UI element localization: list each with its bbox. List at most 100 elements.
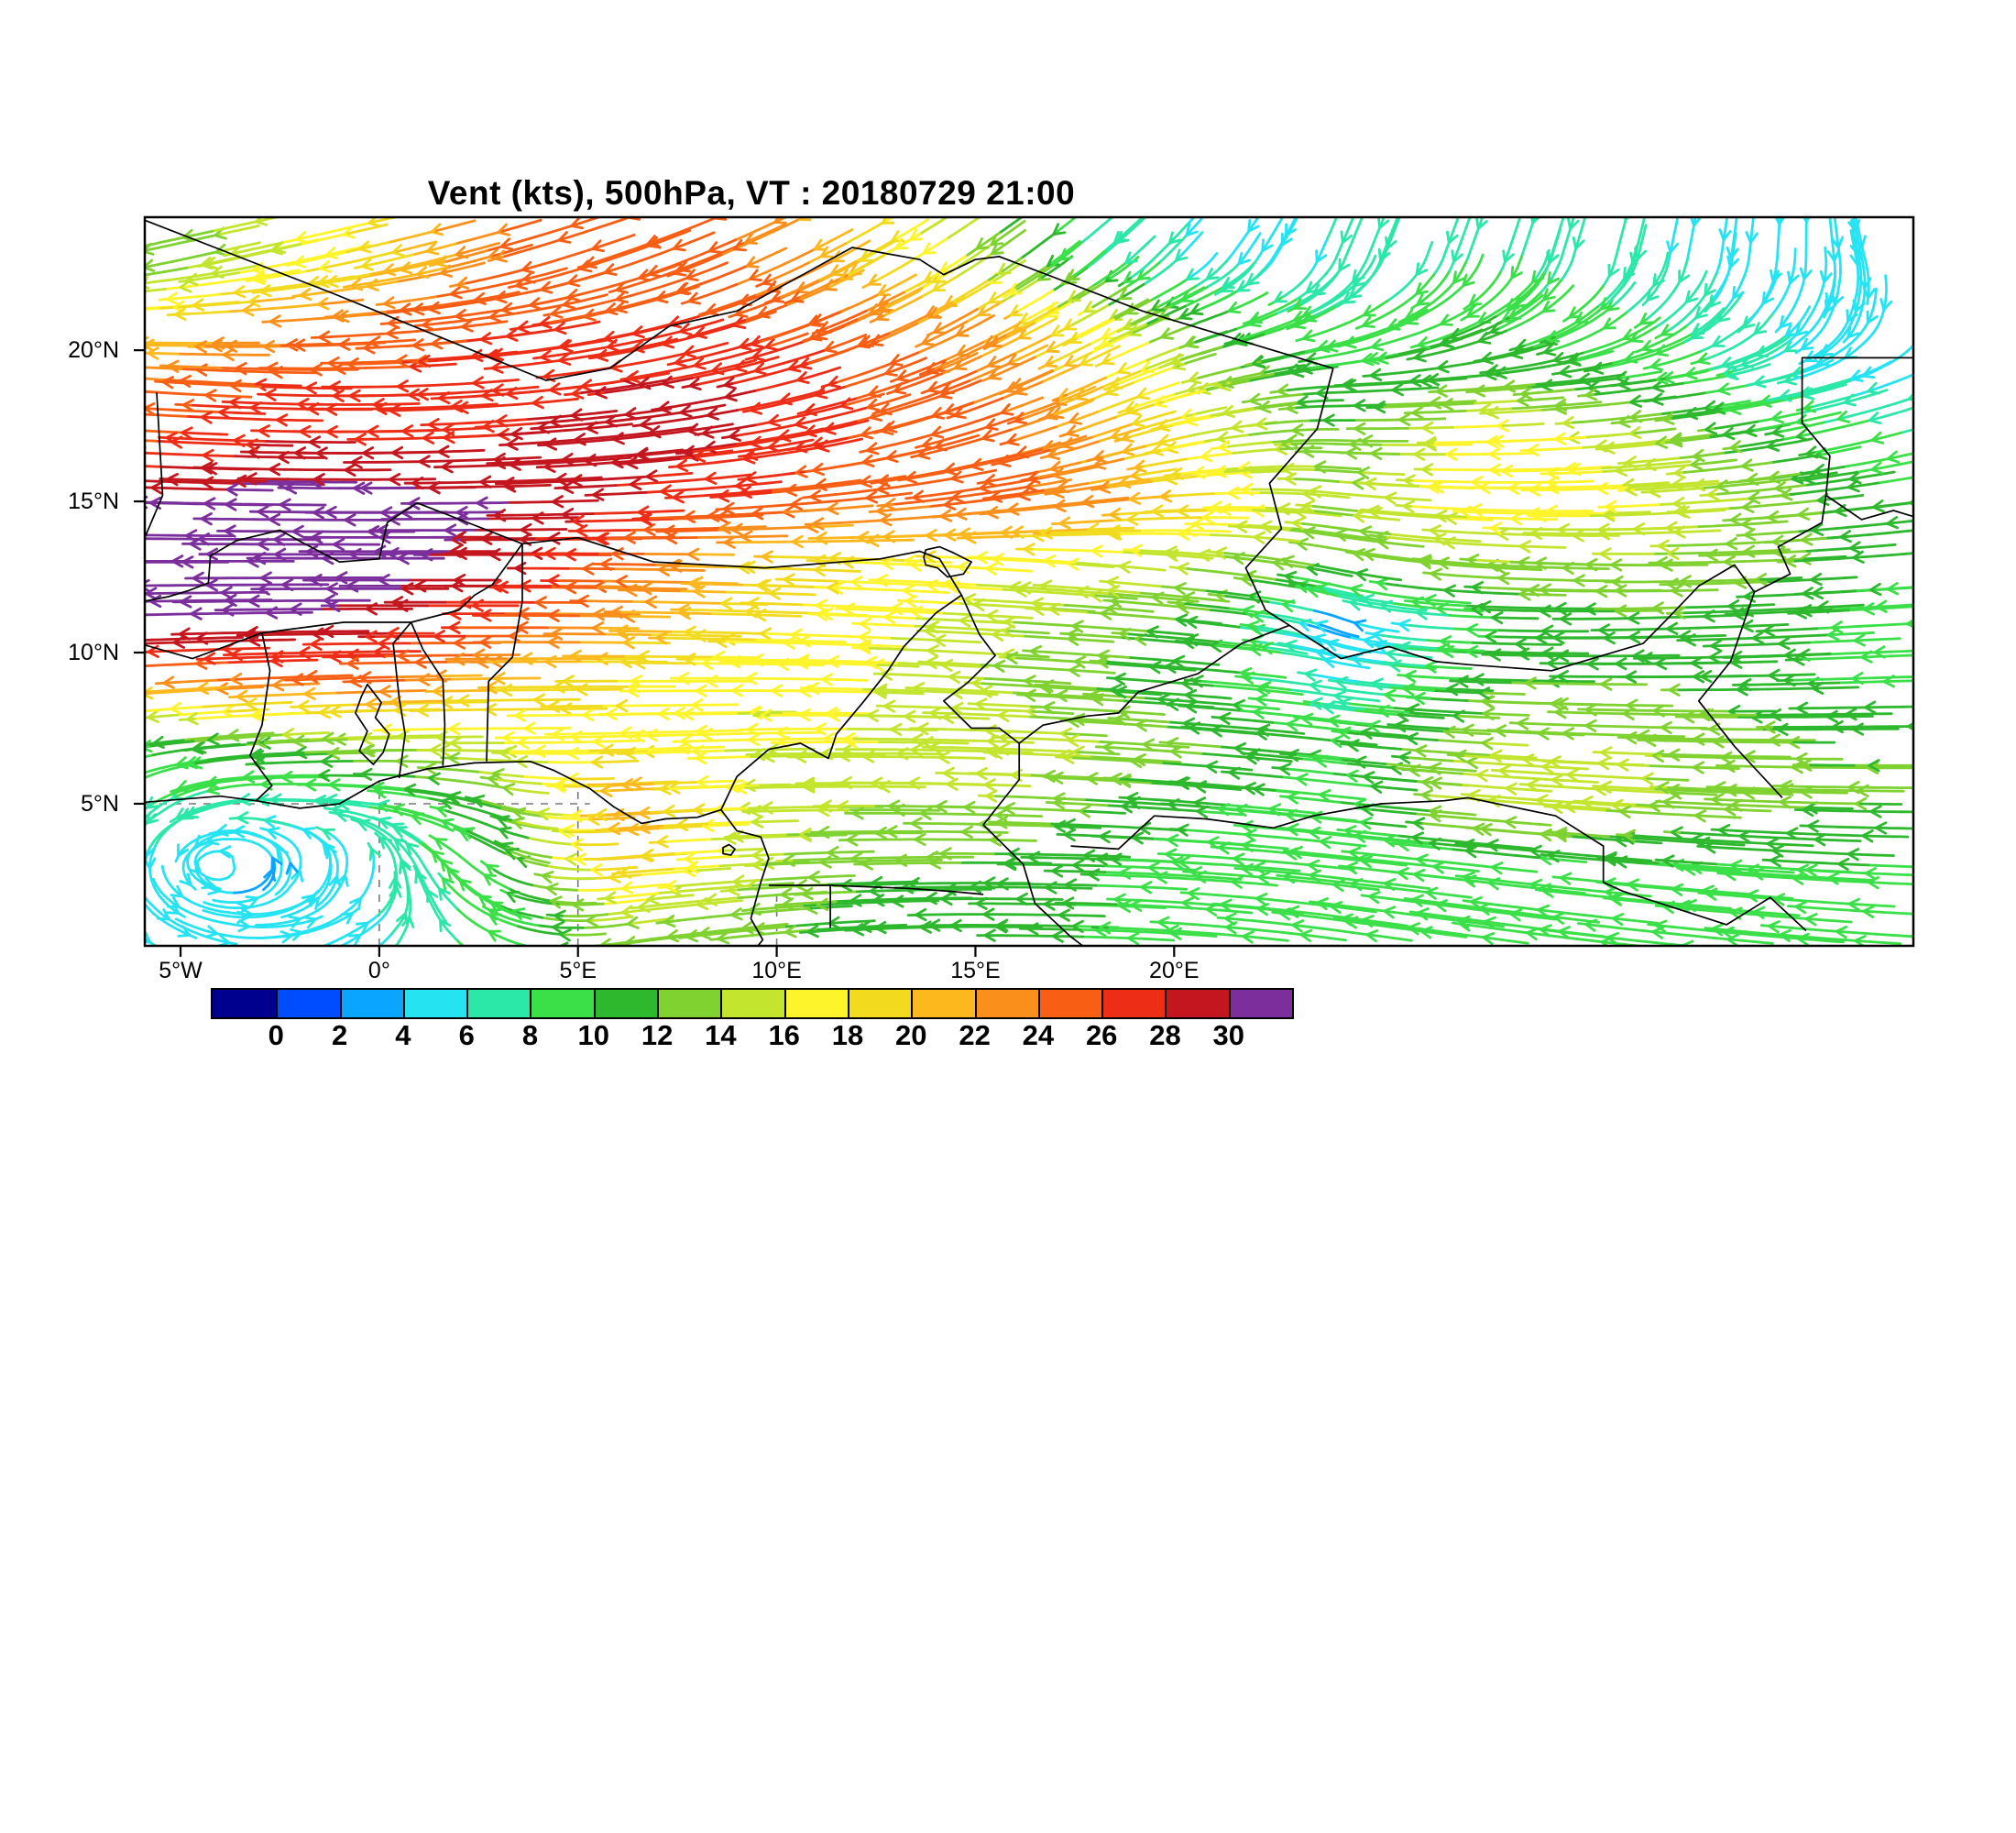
arrowhead bbox=[449, 736, 462, 750]
streamline-segment bbox=[534, 418, 583, 425]
streamline-segment bbox=[1169, 931, 1218, 938]
streamline-segment bbox=[126, 900, 128, 927]
arrowhead bbox=[1287, 905, 1300, 918]
arrowhead bbox=[797, 653, 810, 667]
arrowhead bbox=[1167, 924, 1179, 938]
streamline-segment bbox=[1103, 662, 1152, 668]
streamline-segment bbox=[905, 689, 954, 694]
streamline-segment bbox=[1327, 719, 1375, 727]
streamline-segment bbox=[148, 907, 185, 934]
streamline-segment bbox=[1626, 704, 1674, 708]
streamline-segment bbox=[187, 599, 236, 603]
streamline-segment bbox=[1787, 785, 1835, 789]
streamline-segment bbox=[1624, 789, 1672, 795]
arrowhead bbox=[297, 699, 310, 713]
streamline-segment bbox=[1534, 446, 1583, 452]
streamline-segment bbox=[1508, 606, 1558, 610]
streamline-segment bbox=[1270, 720, 1319, 729]
streamline-segment bbox=[204, 850, 236, 870]
arrowhead bbox=[1348, 846, 1362, 860]
streamline-segment bbox=[1229, 831, 1277, 839]
arrowhead bbox=[858, 631, 871, 644]
arrowhead bbox=[928, 856, 941, 870]
streamline-segment bbox=[222, 646, 270, 651]
streamline-segment bbox=[1113, 581, 1162, 588]
arrowhead bbox=[619, 865, 632, 879]
arrowhead bbox=[1164, 848, 1178, 862]
streamline-segment bbox=[1146, 630, 1195, 637]
arrowhead bbox=[1683, 633, 1696, 647]
arrowhead bbox=[396, 754, 409, 768]
streamline-segment bbox=[389, 675, 438, 679]
streamline-segment bbox=[1333, 442, 1383, 446]
streamline-segment bbox=[256, 654, 304, 659]
streamline-segment bbox=[262, 919, 311, 928]
arrowhead bbox=[926, 644, 939, 658]
arrowhead bbox=[172, 635, 185, 649]
arrowhead bbox=[592, 608, 606, 621]
map-content bbox=[126, 217, 1925, 946]
arrowhead bbox=[675, 818, 689, 831]
arrowhead bbox=[188, 861, 202, 874]
streamline-segment bbox=[940, 749, 989, 753]
streamline-segment bbox=[1804, 917, 1853, 924]
streamline-segment bbox=[396, 760, 444, 764]
streamline-segment bbox=[976, 631, 1024, 638]
arrowhead bbox=[1290, 845, 1303, 860]
streamline-segment bbox=[432, 767, 480, 774]
streamline-segment bbox=[1815, 832, 1864, 838]
arrowhead bbox=[632, 729, 645, 743]
arrowhead bbox=[656, 835, 669, 849]
arrowhead bbox=[610, 605, 623, 619]
streamline-segment bbox=[1072, 718, 1121, 723]
arrowhead bbox=[1330, 901, 1343, 915]
arrowhead bbox=[1526, 927, 1539, 941]
arrowhead bbox=[294, 745, 308, 760]
arrowhead bbox=[1627, 611, 1640, 625]
streamline-segment bbox=[936, 706, 984, 711]
streamline-segment bbox=[739, 833, 787, 838]
arrowhead bbox=[162, 675, 175, 689]
arrowhead bbox=[925, 655, 938, 670]
streamline-segment bbox=[1848, 706, 1897, 709]
streamline-segment bbox=[383, 840, 399, 877]
arrowhead bbox=[1309, 679, 1322, 693]
arrowhead bbox=[1535, 631, 1548, 645]
arrowhead bbox=[982, 907, 995, 921]
streamline-segment bbox=[1521, 906, 1570, 915]
streamline-segment bbox=[1055, 694, 1103, 699]
streamline-segment bbox=[1384, 837, 1431, 845]
streamline-segment bbox=[1262, 859, 1310, 867]
streamline-segment bbox=[689, 484, 738, 491]
streamline-segment bbox=[1428, 587, 1476, 594]
arrowhead bbox=[179, 873, 192, 886]
streamline-segment bbox=[1409, 505, 1458, 510]
streamline-segment bbox=[1027, 715, 1076, 720]
arrowhead bbox=[1365, 929, 1379, 943]
streamline-segment bbox=[173, 477, 222, 482]
streamline-segment bbox=[1482, 576, 1530, 581]
arrowhead bbox=[1915, 524, 1925, 534]
streamline-segment bbox=[957, 651, 1005, 656]
streamline-segment bbox=[1141, 457, 1189, 468]
streamline-segment bbox=[1158, 508, 1207, 513]
streamline-segment bbox=[526, 836, 574, 846]
streamline-segment bbox=[738, 925, 786, 933]
arrowhead bbox=[236, 811, 249, 825]
streamline-segment bbox=[1605, 855, 1652, 862]
streamline-segment bbox=[235, 405, 283, 411]
streamline-segment bbox=[1325, 780, 1374, 788]
streamline-segment bbox=[891, 705, 939, 709]
streamline-segment bbox=[1726, 503, 1775, 510]
streamline-segment bbox=[1445, 861, 1494, 869]
arrowhead bbox=[331, 804, 345, 818]
arrowhead bbox=[1142, 738, 1155, 752]
arrowhead bbox=[1539, 924, 1552, 938]
streamline-segment bbox=[1525, 561, 1573, 565]
arrowhead bbox=[1597, 623, 1611, 637]
streamline-segment bbox=[458, 485, 507, 489]
streamline-segment bbox=[612, 567, 661, 571]
streamline-segment bbox=[1824, 532, 1872, 540]
arrowhead bbox=[1218, 711, 1232, 726]
arrowhead bbox=[693, 585, 706, 598]
